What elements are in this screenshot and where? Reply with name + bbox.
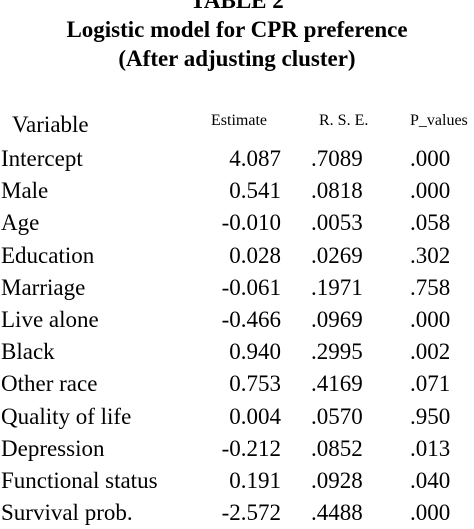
p-value-cell: .000 (410, 146, 451, 171)
estimate-cell: 0.753 (229, 371, 281, 397)
table-row: Live alone -0.466 .0969 .000 (0, 304, 474, 336)
table-row: Intercept 4.087 .7089 .000 (0, 143, 474, 175)
rse-cell: .4169 (311, 371, 363, 397)
p-value-cell: .000 (410, 500, 451, 526)
variable-cell: Male (1, 178, 49, 204)
rse-cell: .0928 (311, 467, 363, 493)
variable-cell: Depression (1, 435, 105, 461)
table-row: Quality of life 0.004 .0570 .950 (0, 401, 474, 433)
estimate-cell: -0.010 (221, 210, 281, 236)
variable-cell: Age (1, 210, 40, 236)
variable-cell: Marriage (1, 274, 86, 300)
table-body: Intercept 4.087 .7089 .000 Male 0.541 .0… (0, 143, 474, 529)
variable-cell: Survival prob. (1, 500, 133, 526)
column-header-rse: R. S. E. (319, 112, 369, 129)
table-row: Survival prob. -2.572 .4488 .000 (0, 497, 474, 529)
p-value-cell: .040 (410, 467, 451, 493)
table-subtitle: (After adjusting cluster) (118, 46, 356, 71)
table-row: Male 0.541 .0818 .000 (0, 175, 474, 207)
rse-cell: .0969 (311, 306, 363, 332)
variable-cell: Intercept (1, 146, 83, 171)
p-value-cell: .013 (410, 435, 451, 461)
table-title-block: TABLE 2 Logistic model for CPR preferenc… (0, 0, 474, 73)
p-value-cell: .758 (410, 274, 451, 300)
table-row: Marriage -0.061 .1971 .758 (0, 272, 474, 304)
p-value-cell: .058 (410, 210, 451, 236)
estimate-cell: 0.940 (229, 339, 281, 365)
rse-cell: .0053 (311, 210, 363, 236)
column-header-estimate: Estimate (211, 112, 267, 129)
rse-cell: .0818 (311, 178, 363, 204)
rse-cell: .0570 (311, 403, 363, 429)
variable-cell: Other race (1, 371, 98, 397)
variable-cell: Functional status (1, 467, 158, 493)
estimate-cell: 0.191 (229, 467, 281, 493)
table-row: Black 0.940 .2995 .002 (0, 336, 474, 368)
estimate-cell: 0.004 (229, 403, 281, 429)
p-value-cell: .002 (410, 339, 451, 365)
table-row: Depression -0.212 .0852 .013 (0, 433, 474, 465)
estimate-cell: -0.061 (221, 274, 281, 300)
rse-cell: .1971 (311, 274, 363, 300)
rse-cell: .2995 (311, 339, 363, 365)
estimate-cell: 0.028 (229, 242, 281, 268)
rse-cell: .4488 (311, 500, 363, 526)
estimate-cell: -0.466 (221, 306, 281, 332)
column-header-p-values: P_values (410, 112, 468, 129)
estimate-cell: -2.572 (221, 500, 281, 526)
variable-cell: Black (1, 339, 55, 365)
p-value-cell: .000 (410, 178, 451, 204)
table-row: Education 0.028 .0269 .302 (0, 240, 474, 272)
table-row: Other race 0.753 .4169 .071 (0, 368, 474, 400)
estimate-cell: -0.212 (221, 435, 281, 461)
table-label: TABLE 2 (190, 0, 284, 13)
rse-cell: .0852 (311, 435, 363, 461)
estimate-cell: 0.541 (229, 178, 281, 204)
estimate-cell: 4.087 (229, 146, 281, 171)
variable-cell: Quality of life (1, 403, 132, 429)
table-row: Functional status 0.191 .0928 .040 (0, 465, 474, 497)
column-header-variable: Variable (12, 112, 89, 137)
variable-cell: Education (1, 242, 95, 268)
table-title: Logistic model for CPR preference (66, 17, 408, 42)
rse-cell: .7089 (311, 146, 363, 171)
variable-cell: Live alone (1, 306, 99, 332)
p-value-cell: .071 (410, 371, 451, 397)
p-value-cell: .950 (410, 403, 451, 429)
p-value-cell: .302 (410, 242, 451, 268)
table-row: Age -0.010 .0053 .058 (0, 207, 474, 239)
rse-cell: .0269 (311, 242, 363, 268)
p-value-cell: .000 (410, 306, 451, 332)
